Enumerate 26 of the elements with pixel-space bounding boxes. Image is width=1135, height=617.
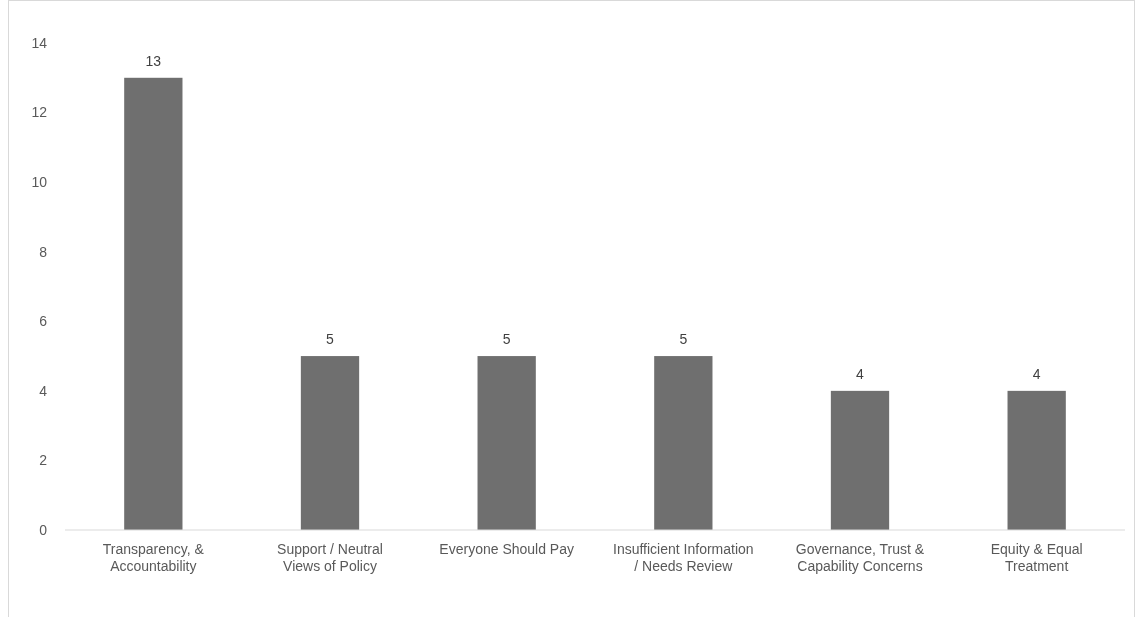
y-tick-label: 14 (31, 34, 48, 51)
data-label: 13 (145, 52, 162, 69)
y-tick-label: 10 (31, 174, 48, 191)
x-tick-label: Governance, Trust & Capability Concerns (795, 541, 925, 574)
bar (654, 356, 713, 530)
data-label: 5 (502, 331, 511, 348)
y-tick-label: 6 (39, 313, 48, 330)
x-tick-label: Everyone Should Pay (439, 541, 574, 557)
y-tick-label: 4 (39, 382, 48, 399)
data-label: 5 (679, 331, 688, 348)
x-tick-label: Transparency, & Accountability (102, 541, 205, 574)
x-tick-label: Equity & Equal Treatment (990, 541, 1083, 574)
data-label: 4 (1032, 365, 1041, 382)
y-tick-label: 12 (31, 104, 48, 121)
bar (300, 356, 360, 530)
data-label: 4 (856, 365, 865, 382)
y-tick-label: 0 (39, 521, 48, 538)
x-tick-label: Support / Neutral Views of Policy (277, 541, 383, 574)
bar (124, 77, 183, 530)
x-tick-label: Insufficient Information / Needs Review (613, 541, 754, 574)
y-tick-label: 8 (39, 243, 48, 260)
y-tick-label: 2 (39, 452, 48, 469)
bar (830, 390, 890, 530)
data-label: 5 (326, 331, 335, 348)
bar (477, 356, 536, 530)
bar (1007, 390, 1066, 530)
